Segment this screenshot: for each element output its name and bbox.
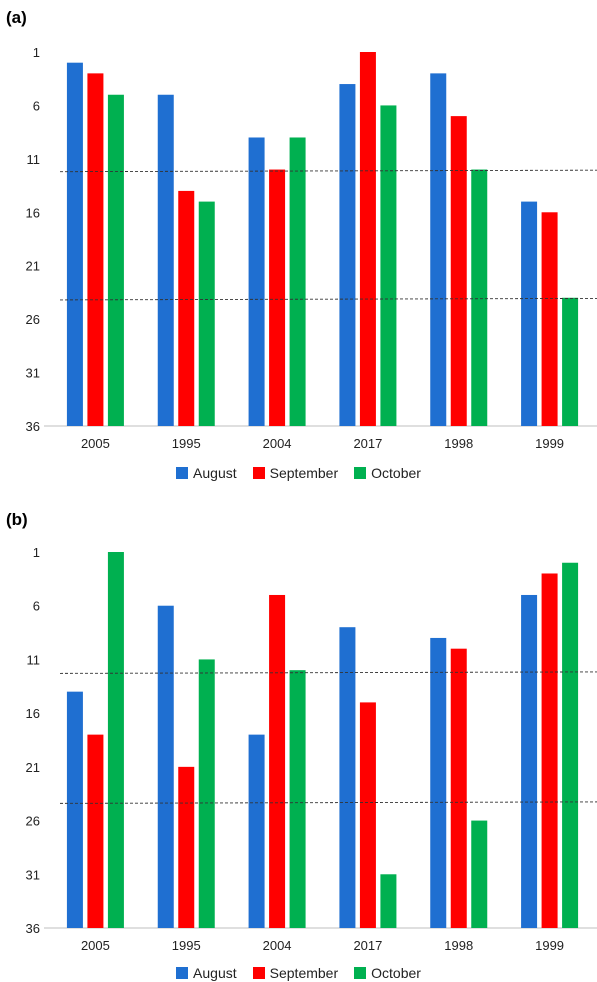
x-tick-label: 2017	[353, 938, 382, 953]
bar-september-1995	[178, 190, 195, 426]
bar-october-2005	[107, 94, 124, 426]
x-tick-label: 1999	[535, 436, 564, 451]
bar-august-1995	[157, 94, 174, 426]
x-tick-label: 2004	[263, 436, 292, 451]
legend-swatch-october	[354, 967, 367, 979]
chart-panel-a: (a) 1 6 11 16 21 26 31 36 2005 1995 2004 2017 1998 19…	[0, 0, 597, 490]
panel-label: (b)	[6, 510, 28, 529]
bar-august-2005	[66, 62, 83, 426]
bar-august-2017	[339, 627, 356, 928]
y-tick-label: 16	[26, 706, 40, 721]
y-tick-label: 36	[26, 921, 40, 936]
legend-label: September	[269, 465, 339, 481]
bar-august-1999	[521, 201, 538, 426]
legend-item-september: September	[252, 465, 339, 481]
panel-label: (a)	[6, 8, 27, 27]
chart-panel-b: (b) 1 6 11 16 21 26 31 36 2005 1995 2004 2017 1998 19…	[0, 500, 597, 982]
bar-august-2017	[339, 84, 356, 427]
y-tick-label: 36	[26, 419, 40, 434]
bar-august-1995	[157, 605, 174, 928]
bar-october-1995	[198, 201, 215, 426]
y-tick-label: 11	[27, 152, 41, 167]
x-tick-label: 1998	[444, 436, 473, 451]
legend-label: October	[371, 965, 421, 981]
bar-september-2017	[359, 702, 376, 928]
reference-line	[59, 169, 597, 173]
bar-september-1999	[541, 573, 558, 928]
legend-label: August	[193, 465, 237, 481]
y-tick-label: 1	[33, 545, 40, 560]
legend-swatch-august	[176, 967, 189, 979]
bar-august-1998	[430, 637, 447, 928]
bar-august-2004	[248, 734, 265, 928]
y-tick-label: 31	[26, 366, 40, 381]
bar-september-1995	[178, 766, 195, 928]
x-tick-label: 1999	[535, 938, 564, 953]
bar-october-2004	[289, 137, 306, 426]
legend-item-october: October	[354, 465, 421, 481]
legend-swatch-october	[354, 467, 367, 479]
legend: August September October	[0, 965, 597, 981]
legend-label: August	[193, 965, 237, 981]
bar-october-1999	[562, 297, 579, 426]
bar-september-2004	[269, 169, 286, 427]
y-tick-label: 26	[26, 312, 40, 327]
y-tick-label: 11	[27, 652, 41, 667]
bar-september-2005	[87, 73, 104, 426]
bar-september-1998	[450, 116, 467, 426]
reference-line	[59, 801, 597, 804]
bar-september-2005	[87, 734, 104, 928]
bar-september-2017	[359, 52, 376, 426]
y-tick-label: 21	[26, 760, 40, 775]
bar-october-2004	[289, 670, 306, 928]
bar-september-1998	[450, 648, 467, 928]
y-tick-label: 26	[26, 814, 40, 829]
x-tick-label: 2005	[81, 436, 110, 451]
x-tick-label: 2004	[263, 938, 292, 953]
x-tick-label: 1998	[444, 938, 473, 953]
y-tick-label: 21	[26, 259, 40, 274]
bar-october-2005	[107, 552, 124, 928]
y-tick-label: 31	[26, 867, 40, 882]
reference-line	[59, 671, 597, 674]
bar-october-1998	[471, 820, 488, 928]
legend-label: September	[269, 965, 339, 981]
bar-august-1998	[430, 73, 447, 426]
legend-swatch-september	[252, 967, 265, 979]
x-tick-label: 1995	[172, 938, 201, 953]
bar-september-2004	[269, 594, 286, 928]
legend-item-august: August	[176, 965, 237, 981]
y-tick-label: 6	[33, 98, 40, 113]
legend-item-october: October	[354, 965, 421, 981]
bar-august-1999	[521, 594, 538, 928]
legend-swatch-august	[176, 467, 189, 479]
x-tick-label: 2005	[81, 938, 110, 953]
legend-item-september: September	[252, 965, 339, 981]
y-tick-label: 16	[26, 205, 40, 220]
bar-august-2004	[248, 137, 265, 426]
bar-october-2017	[380, 105, 397, 426]
reference-line	[59, 297, 597, 301]
bar-september-1999	[541, 212, 558, 426]
legend: August September October	[0, 465, 597, 481]
bar-october-1998	[471, 169, 488, 427]
bar-august-2005	[66, 691, 83, 928]
x-tick-label: 2017	[353, 436, 382, 451]
y-tick-label: 1	[33, 45, 40, 60]
bar-october-1999	[562, 562, 579, 928]
x-tick-label: 1995	[172, 436, 201, 451]
bar-october-1995	[198, 659, 215, 928]
legend-item-august: August	[176, 465, 237, 481]
legend-label: October	[371, 465, 421, 481]
y-tick-label: 6	[33, 599, 40, 614]
bar-october-2017	[380, 874, 397, 928]
legend-swatch-september	[252, 467, 265, 479]
